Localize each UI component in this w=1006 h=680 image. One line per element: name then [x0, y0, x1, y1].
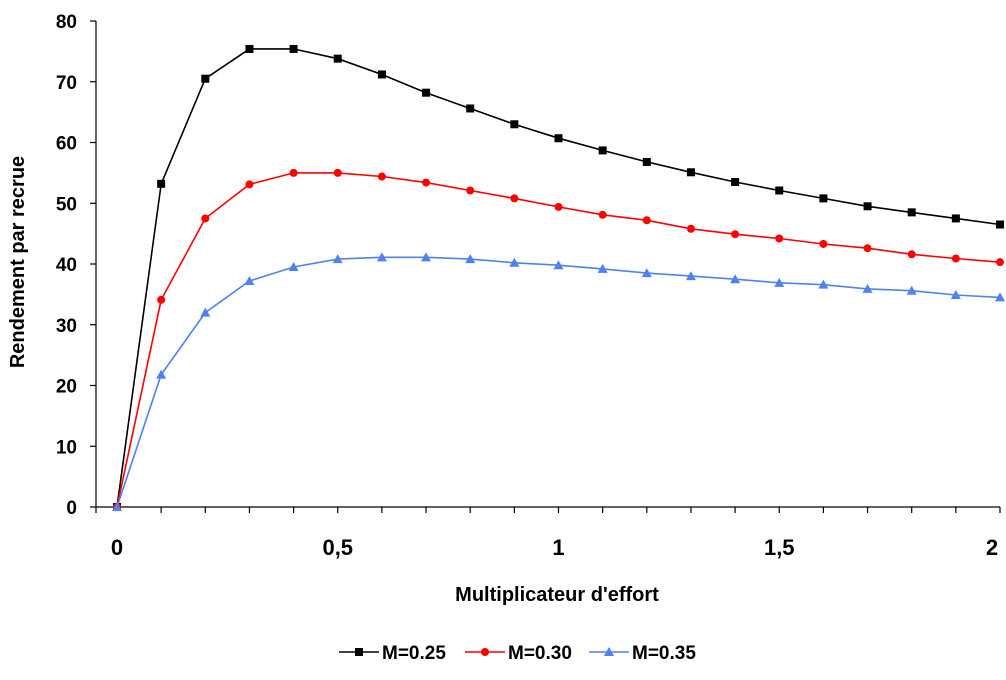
- legend-item: M=0.30: [465, 643, 572, 664]
- data-point: [553, 260, 564, 270]
- data-point: [907, 250, 916, 259]
- data-point: [731, 177, 740, 186]
- data-point: [422, 88, 431, 97]
- series-line: [116, 256, 1001, 508]
- data-point: [333, 54, 342, 63]
- data-point: [906, 285, 917, 295]
- data-point: [642, 157, 651, 166]
- y-tick-label: 10: [56, 437, 77, 458]
- data-point: [200, 307, 211, 317]
- legend: M=0.25 M=0.30 M=0.35: [339, 643, 696, 664]
- data-point: [157, 295, 166, 304]
- x-tick-label: 2: [986, 535, 998, 560]
- y-axis-title: Rendement par recrue: [7, 156, 29, 368]
- data-point: [509, 257, 520, 267]
- data-point: [730, 274, 741, 284]
- y-tick-label: 50: [56, 194, 77, 215]
- legend-label: M=0.35: [632, 643, 696, 664]
- data-point: [289, 168, 298, 177]
- data-point: [244, 276, 255, 286]
- y-tick-label: 70: [56, 73, 77, 94]
- series-M=0.30: [113, 168, 1004, 511]
- data-point: [686, 224, 695, 233]
- data-point: [289, 44, 298, 53]
- data-point: [201, 74, 210, 83]
- legend-item: M=0.35: [589, 643, 696, 664]
- y-tick-label: 20: [56, 377, 77, 398]
- data-point: [995, 292, 1005, 302]
- data-point: [819, 194, 828, 203]
- data-point: [642, 216, 651, 225]
- x-tick-label: 0: [111, 535, 123, 560]
- data-point: [950, 289, 961, 299]
- data-point: [731, 230, 740, 239]
- data-point: [112, 502, 122, 511]
- data-point: [421, 252, 432, 262]
- data-point: [376, 252, 387, 262]
- y-tick-label: 30: [56, 316, 77, 337]
- y-tick-label: 40: [56, 255, 77, 276]
- data-point: [510, 120, 519, 129]
- data-point: [685, 271, 696, 281]
- data-point: [951, 214, 960, 223]
- y-tick-label: 0: [66, 498, 77, 519]
- data-point: [422, 178, 431, 187]
- data-point: [863, 244, 872, 253]
- data-point: [288, 262, 299, 272]
- data-point: [686, 168, 695, 177]
- data-point: [598, 146, 607, 155]
- data-point: [156, 369, 167, 379]
- legend-item: M=0.25: [339, 643, 446, 664]
- x-tick-label: 1,5: [764, 535, 795, 560]
- data-point: [598, 210, 607, 219]
- series-M=0.25: [113, 44, 1004, 511]
- data-point: [775, 234, 784, 243]
- legend-label: M=0.25: [382, 643, 446, 664]
- x-axis-title: Multiplicateur d'effort: [455, 584, 659, 606]
- data-point: [245, 44, 254, 53]
- data-point: [466, 104, 475, 113]
- x-tick-label: 0,5: [322, 535, 353, 560]
- data-point: [597, 263, 608, 273]
- data-point: [554, 134, 563, 143]
- data-point: [466, 186, 475, 195]
- series-line: [116, 172, 1001, 508]
- data-point: [774, 277, 785, 287]
- data-point: [465, 254, 476, 264]
- data-point: [333, 168, 342, 177]
- data-point: [554, 202, 563, 211]
- data-point: [819, 239, 828, 248]
- series-layer: [112, 44, 1005, 511]
- data-point: [862, 283, 873, 293]
- data-point: [157, 179, 166, 188]
- data-point: [245, 180, 254, 189]
- legend-swatch-marker: [355, 648, 363, 656]
- legend-swatch-marker: [604, 647, 614, 656]
- data-point: [996, 258, 1004, 267]
- y-tick-label: 60: [56, 134, 77, 155]
- data-point: [951, 254, 960, 263]
- data-point: [818, 279, 829, 289]
- data-point: [377, 70, 386, 79]
- legend-swatch-marker: [481, 648, 489, 656]
- data-point: [332, 254, 343, 264]
- legend-label: M=0.30: [508, 643, 572, 664]
- data-point: [863, 202, 872, 211]
- y-tick-label: 80: [56, 12, 77, 33]
- x-tick-label: 1: [552, 535, 564, 560]
- data-point: [641, 268, 652, 278]
- data-point: [377, 172, 386, 181]
- data-point: [907, 208, 916, 217]
- data-point: [775, 186, 784, 195]
- axes: 0 10 20 30 40 50 60 70 80 0 0,5 1 1,5 2: [56, 12, 1001, 560]
- series-M=0.35: [112, 252, 1005, 511]
- data-point: [201, 214, 210, 223]
- data-point: [510, 194, 519, 203]
- data-point: [996, 220, 1004, 229]
